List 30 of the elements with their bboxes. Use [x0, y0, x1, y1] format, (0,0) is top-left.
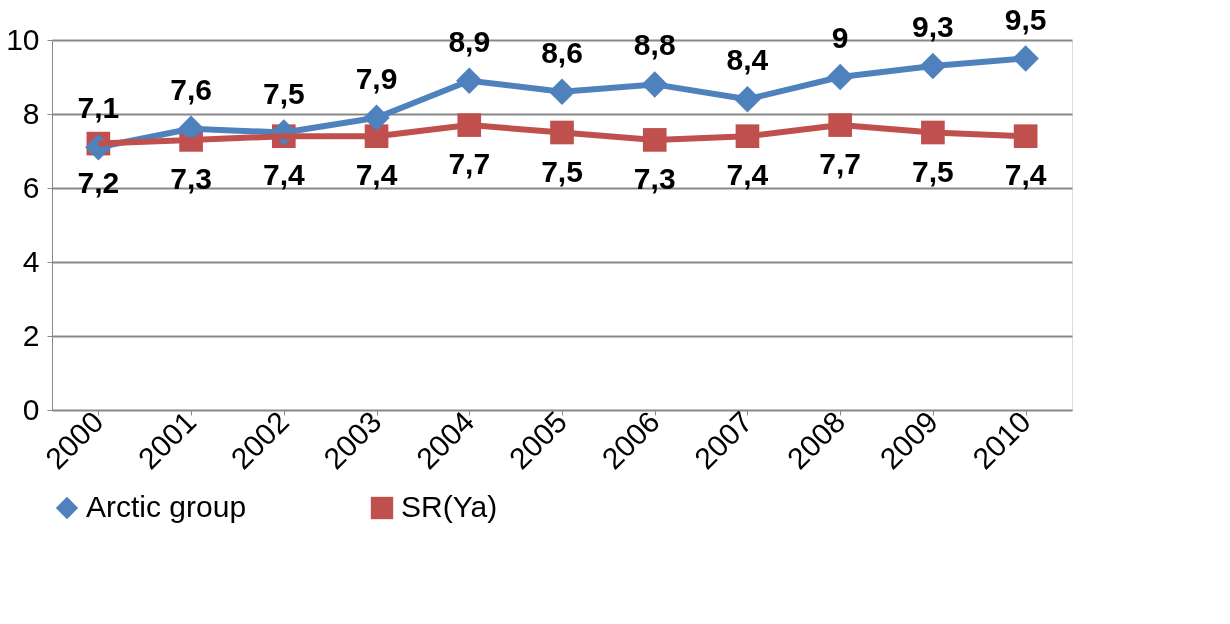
y-tick-label: 0: [22, 392, 40, 426]
data-label: 7,2: [77, 165, 120, 199]
data-label: 7,4: [262, 158, 305, 192]
data-label: 8,8: [633, 28, 676, 62]
data-label: 9,5: [1004, 2, 1047, 36]
data-label: 7,9: [355, 61, 398, 95]
data-label: 7,1: [77, 91, 120, 125]
y-tick-label: 8: [22, 96, 40, 130]
data-label: 8,6: [541, 35, 583, 69]
data-label: 9: [831, 21, 849, 54]
y-tick-label: 2: [22, 318, 40, 352]
data-label: 7,6: [170, 72, 212, 106]
data-label: 8,9: [448, 24, 491, 58]
data-label: 7,3: [170, 161, 212, 195]
data-label: 7,4: [726, 158, 769, 192]
data-label: 7,7: [819, 147, 862, 181]
data-label: 9,3: [912, 9, 954, 43]
data-label: 7,5: [262, 76, 305, 110]
y-tick-label: 10: [6, 22, 40, 56]
data-label: 7,3: [633, 161, 676, 195]
data-label: 7,5: [912, 154, 954, 188]
data-label: 7,4: [1004, 158, 1047, 192]
y-tick-label: 6: [22, 170, 40, 204]
legend-label: Arctic group: [86, 490, 247, 523]
data-label: 7,4: [355, 158, 398, 192]
data-label: 7,7: [448, 147, 491, 181]
data-label: 7,5: [541, 154, 583, 188]
data-label: 8,4: [726, 43, 769, 77]
y-tick-label: 4: [22, 244, 40, 278]
legend-label: SR(Ya): [401, 490, 498, 523]
